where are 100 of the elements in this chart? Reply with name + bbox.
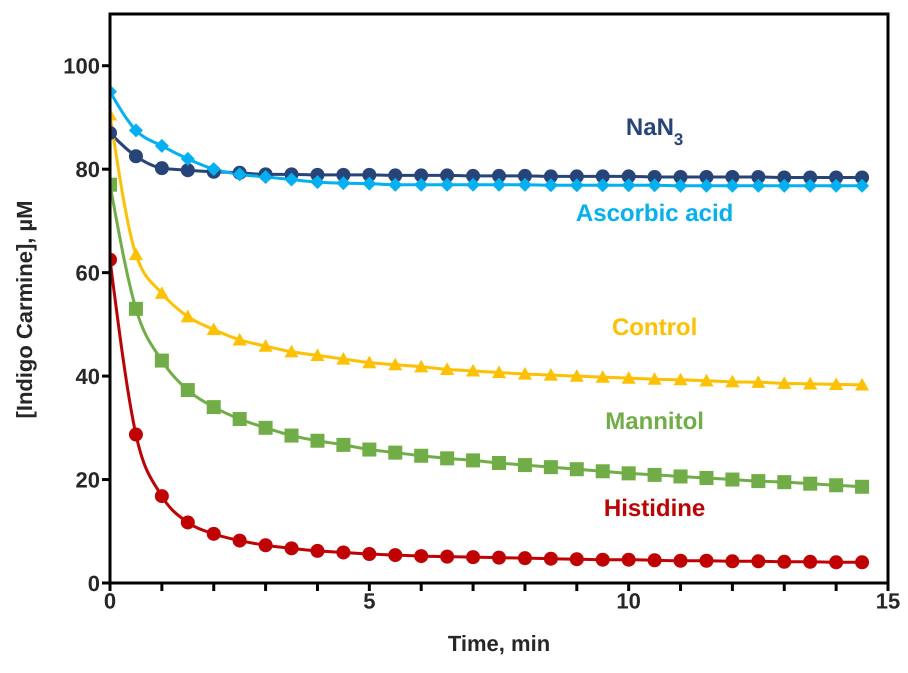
- point: [596, 552, 610, 567]
- point: [336, 545, 350, 560]
- point: [803, 476, 818, 491]
- point: [336, 352, 350, 365]
- series-label: Control: [612, 314, 698, 342]
- point: [258, 170, 273, 184]
- point: [699, 470, 714, 485]
- series-label: Mannitol: [605, 408, 704, 435]
- point: [570, 462, 584, 476]
- point: [492, 550, 506, 565]
- point: [154, 138, 169, 153]
- point: [440, 178, 454, 192]
- point: [855, 178, 870, 193]
- point: [777, 475, 792, 490]
- point: [725, 554, 740, 568]
- point: [829, 555, 844, 570]
- point: [388, 358, 402, 370]
- point: [128, 248, 143, 260]
- point: [310, 434, 324, 448]
- point: [674, 469, 688, 484]
- point: [414, 360, 428, 372]
- point: [414, 549, 428, 564]
- point: [362, 442, 376, 457]
- point: [180, 152, 195, 166]
- point: [466, 453, 480, 468]
- point: [518, 367, 532, 380]
- point: [674, 178, 688, 193]
- point: [803, 554, 818, 569]
- point: [725, 178, 740, 193]
- x-tick-label: 0: [104, 588, 116, 614]
- point: [310, 348, 324, 361]
- point: [855, 480, 870, 494]
- point: [336, 438, 350, 452]
- point: [362, 176, 376, 191]
- point: [154, 286, 169, 299]
- point: [362, 356, 376, 368]
- point: [232, 412, 247, 426]
- point: [232, 534, 247, 548]
- point: [829, 377, 844, 390]
- point: [180, 383, 195, 398]
- point: [388, 178, 402, 192]
- point: [622, 371, 636, 384]
- point: [258, 339, 273, 352]
- point: [777, 376, 792, 389]
- point: [180, 163, 195, 178]
- point: [544, 178, 558, 192]
- point: [725, 374, 740, 388]
- y-tick-label: 0: [88, 570, 100, 596]
- point: [674, 372, 688, 386]
- point: [622, 552, 636, 567]
- point: [284, 172, 299, 187]
- point: [180, 515, 195, 530]
- point: [751, 375, 766, 388]
- point: [622, 466, 636, 480]
- point: [284, 428, 299, 443]
- point: [596, 178, 610, 192]
- point: [440, 362, 454, 375]
- point: [570, 369, 584, 382]
- point: [699, 374, 714, 386]
- point: [310, 544, 324, 558]
- y-tick-label: 40: [76, 364, 100, 389]
- point: [362, 547, 376, 562]
- point: [751, 474, 766, 488]
- point: [829, 178, 844, 193]
- series-label: Ascorbic acid: [576, 200, 734, 228]
- y-axis-title: [Indigo Carmine], µM: [12, 200, 37, 418]
- point: [855, 378, 870, 390]
- point: [648, 178, 662, 192]
- point: [284, 344, 299, 358]
- point: [492, 365, 506, 378]
- point: [570, 552, 584, 566]
- point: [466, 364, 480, 377]
- point: [518, 551, 532, 566]
- point: [414, 448, 428, 463]
- y-tick-label: 60: [76, 260, 100, 286]
- point: [544, 552, 558, 566]
- point: [803, 178, 818, 193]
- series-label: Histidine: [604, 495, 706, 522]
- point: [258, 538, 273, 552]
- point: [414, 178, 428, 192]
- point: [128, 149, 143, 164]
- point: [154, 354, 169, 368]
- point: [596, 464, 610, 478]
- point: [492, 456, 506, 470]
- point: [440, 550, 454, 564]
- point: [777, 554, 792, 569]
- point: [699, 178, 714, 193]
- point: [751, 554, 766, 568]
- point: [206, 526, 221, 541]
- point: [803, 376, 818, 390]
- point: [648, 553, 662, 568]
- point: [829, 478, 844, 492]
- point: [440, 451, 454, 466]
- point: [544, 368, 558, 381]
- y-tick-label: 80: [76, 156, 100, 182]
- point: [596, 370, 610, 383]
- y-tick-label: 100: [63, 54, 100, 79]
- point: [466, 178, 480, 192]
- point: [128, 123, 143, 138]
- point: [648, 372, 662, 385]
